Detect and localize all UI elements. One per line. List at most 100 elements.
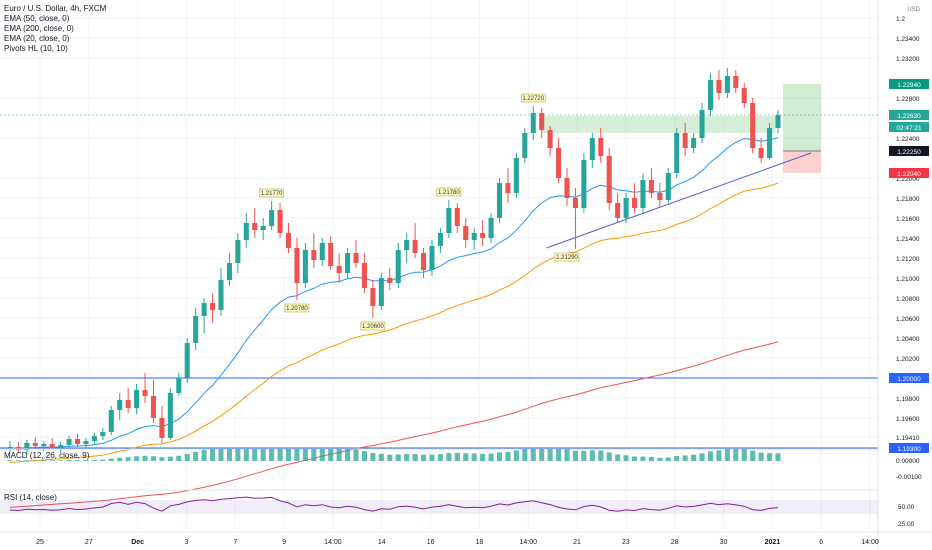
candle[interactable] — [176, 373, 182, 396]
candle[interactable] — [539, 108, 545, 138]
candle[interactable] — [336, 253, 342, 283]
candle[interactable] — [7, 441, 13, 452]
candle[interactable] — [429, 240, 435, 276]
candle[interactable] — [741, 83, 747, 108]
candle[interactable] — [49, 438, 55, 449]
macd-pane[interactable] — [0, 448, 932, 461]
candle[interactable] — [733, 70, 739, 93]
take-profit-area[interactable] — [783, 84, 821, 151]
candle[interactable] — [294, 238, 300, 300]
candle[interactable] — [210, 293, 216, 323]
candle[interactable] — [66, 436, 72, 448]
candle[interactable] — [100, 428, 106, 440]
candle[interactable] — [530, 106, 536, 140]
long-position-tool[interactable] — [783, 84, 821, 173]
candle[interactable] — [615, 193, 621, 223]
legend-ema20[interactable]: EMA (20, close, 0) — [4, 34, 70, 43]
stop-loss-area[interactable] — [783, 151, 821, 173]
candle[interactable] — [758, 138, 764, 163]
legend-pivots[interactable]: Pivots HL (10, 10) — [4, 44, 68, 53]
candle[interactable] — [699, 103, 705, 143]
candle[interactable] — [648, 168, 654, 198]
rsi-pane[interactable] — [0, 489, 932, 514]
candle[interactable] — [361, 253, 367, 293]
price-badge[interactable]: 1.22630 — [889, 110, 929, 120]
candle[interactable] — [657, 183, 663, 206]
candle[interactable] — [589, 133, 595, 168]
candle[interactable] — [117, 393, 123, 420]
candle[interactable] — [404, 233, 410, 263]
candle[interactable] — [260, 218, 266, 240]
candle[interactable] — [513, 153, 519, 198]
candle[interactable] — [83, 438, 89, 448]
candle[interactable] — [142, 373, 148, 403]
candle[interactable] — [218, 268, 224, 316]
candle[interactable] — [463, 218, 469, 248]
candle[interactable] — [370, 280, 376, 318]
price-badge[interactable]: 1.22250 — [889, 146, 929, 156]
time-axis[interactable]: 25 27 Dec 3 7 9 14:00 14 16 18 14:00 21 23 28 30 2021 6 1… — [0, 531, 932, 546]
candle[interactable] — [193, 308, 199, 350]
legend-ema200[interactable]: EMA (200, close, 0) — [4, 24, 74, 33]
candle[interactable] — [159, 406, 165, 443]
candle[interactable] — [184, 338, 190, 383]
candle[interactable] — [767, 123, 773, 160]
candle[interactable] — [556, 138, 562, 183]
candle[interactable] — [674, 128, 680, 178]
rsi-label[interactable]: RSI (14, close) — [4, 493, 57, 502]
candle[interactable] — [395, 243, 401, 288]
symbol-title[interactable]: Euro / U.S. Dollar, 4h, FXCM — [4, 4, 107, 13]
candle[interactable] — [437, 228, 443, 253]
candle[interactable] — [311, 233, 317, 268]
candle[interactable] — [724, 68, 730, 98]
candle[interactable] — [421, 248, 427, 278]
candle[interactable] — [598, 128, 604, 163]
resistance-zone-rect[interactable] — [541, 116, 776, 133]
candle[interactable] — [446, 200, 452, 238]
candle[interactable] — [91, 433, 97, 445]
candle[interactable] — [302, 243, 308, 288]
candle[interactable] — [125, 388, 131, 413]
candle[interactable] — [631, 183, 638, 213]
candle[interactable] — [691, 133, 697, 153]
candle[interactable] — [471, 228, 477, 250]
candle[interactable] — [328, 236, 334, 270]
candle[interactable] — [412, 223, 418, 258]
candle[interactable] — [547, 126, 553, 156]
candle[interactable] — [750, 98, 756, 153]
macd-label[interactable]: MACD (12, 26, close, 9) — [4, 451, 90, 460]
candle[interactable] — [496, 178, 503, 223]
candle[interactable] — [226, 253, 232, 286]
candle[interactable] — [74, 434, 81, 447]
trend-line[interactable] — [546, 152, 812, 249]
candle[interactable] — [606, 148, 612, 210]
candle[interactable] — [378, 273, 384, 310]
candle[interactable] — [488, 213, 494, 243]
candle[interactable] — [150, 380, 157, 423]
candle[interactable] — [353, 240, 359, 268]
candle[interactable] — [665, 168, 671, 203]
candle[interactable] — [134, 384, 140, 414]
candle[interactable] — [243, 213, 249, 248]
legend-ema50[interactable]: EMA (50, close, 0) — [4, 14, 70, 23]
candle[interactable] — [285, 223, 292, 253]
candle[interactable] — [269, 201, 275, 230]
price-badge[interactable]: 1.20000 — [889, 373, 929, 383]
candle[interactable] — [454, 203, 460, 233]
candles-series[interactable] — [7, 68, 781, 454]
price-badge[interactable]: 1.19300 — [889, 443, 929, 453]
candle[interactable] — [775, 110, 781, 133]
candle[interactable] — [572, 188, 578, 249]
candle[interactable] — [716, 70, 722, 100]
support-trend-line[interactable] — [546, 152, 812, 249]
price-badge[interactable]: 1.22040 — [889, 168, 929, 178]
candle[interactable] — [252, 208, 258, 238]
candle[interactable] — [387, 268, 393, 290]
candle[interactable] — [345, 248, 351, 278]
candle[interactable] — [640, 173, 646, 213]
candle[interactable] — [167, 388, 173, 440]
candle[interactable] — [682, 123, 688, 156]
candle[interactable] — [623, 193, 629, 223]
